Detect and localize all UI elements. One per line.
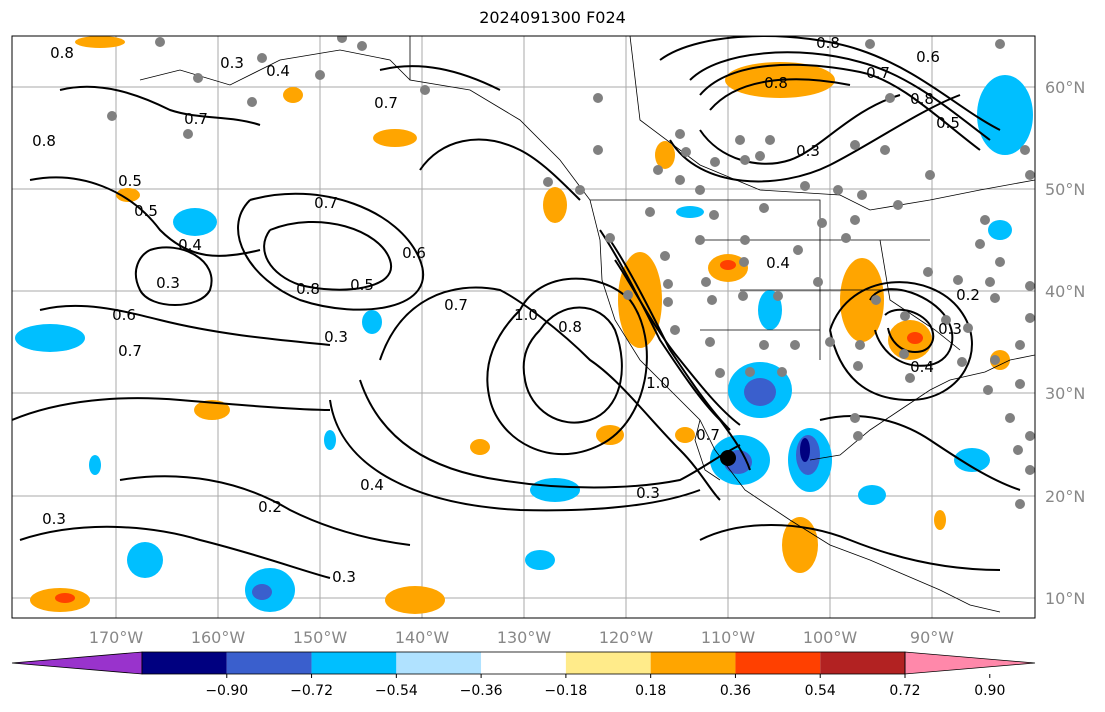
contour-label: 0.3 — [938, 320, 962, 338]
colorbar-segment — [565, 652, 651, 674]
colorbar: −0.90 −0.72 −0.54 −0.36 −0.18 0.18 0.36 0.54 0.7… — [11, 651, 1036, 699]
contour-label: 0.7 — [374, 94, 398, 112]
contour-label: 0.8 — [50, 44, 74, 62]
lon-tick-label: 170°W — [89, 628, 144, 647]
contour-label: 0.6 — [916, 48, 940, 66]
colorbar-segment — [820, 652, 905, 674]
contour-label: 0.7 — [696, 426, 720, 444]
lon-tick-label: 130°W — [497, 628, 552, 647]
contour-label: 0.5 — [936, 114, 960, 132]
low-center-marker — [720, 450, 736, 466]
lon-tick-label: 110°W — [701, 628, 756, 647]
contour-label: 0.3 — [796, 142, 820, 160]
colorbar-tick-label: −0.36 — [460, 683, 503, 699]
colorbar-extend-max — [904, 651, 1036, 675]
colorbar-tick-label: 0.90 — [974, 683, 1005, 699]
coastlines — [139, 36, 1035, 613]
latitude-ticks: 60°N 50°N 40°N 30°N 20°N 10°N — [1045, 78, 1085, 608]
contour-label: 0.3 — [156, 274, 180, 292]
colorbar-tick-label: 0.54 — [805, 683, 836, 699]
contour-label: 0.4 — [266, 62, 290, 80]
colorbar-segment — [735, 652, 821, 674]
contour-label: 0.3 — [42, 510, 66, 528]
lat-tick-label: 10°N — [1045, 589, 1085, 608]
contour-label: 0.6 — [112, 306, 136, 324]
lat-tick-label: 30°N — [1045, 384, 1085, 403]
lat-tick-label: 20°N — [1045, 487, 1085, 506]
contour-label: 0.7 — [314, 194, 338, 212]
lon-tick-label: 100°W — [803, 628, 858, 647]
contour-label: 0.5 — [350, 276, 374, 294]
contour-label: 0.4 — [360, 476, 384, 494]
colorbar-extend-min — [11, 651, 143, 675]
strong-positive-fills — [55, 260, 923, 603]
contour-lines — [12, 36, 1021, 579]
contour-label: 0.4 — [766, 254, 790, 272]
contour-label: 0.7 — [866, 64, 890, 82]
contour-label: 0.8 — [558, 318, 582, 336]
colorbar-segment — [650, 652, 736, 674]
station-markers — [107, 36, 1035, 509]
colorbar-tick-label: 0.18 — [635, 683, 666, 699]
contour-label: 0.3 — [324, 328, 348, 346]
contour-label: 0.8 — [816, 34, 840, 52]
contour-label: 1.0 — [646, 374, 670, 392]
contour-label: 0.7 — [444, 296, 468, 314]
lon-tick-label: 150°W — [293, 628, 348, 647]
contour-label: 0.7 — [118, 342, 142, 360]
colorbar-tick-label: −0.54 — [375, 683, 418, 699]
colorbar-tick-label: −0.72 — [290, 683, 333, 699]
longitude-ticks: 170°W 160°W 150°W 140°W 130°W 120°W 110°W 100°W… — [89, 628, 954, 647]
colorbar-segment — [142, 652, 227, 674]
contour-label: 0.4 — [910, 358, 934, 376]
contour-labels: 0.80.3 0.40.70.70.80.50.50.40.30.60.70.70… — [32, 34, 980, 586]
contour-label: 0.5 — [118, 172, 142, 190]
colorbar-tick-label: 0.72 — [889, 683, 920, 699]
lon-tick-label: 90°W — [910, 628, 954, 647]
contour-label: 0.3 — [220, 54, 244, 72]
contour-label: 0.3 — [332, 568, 356, 586]
contour-label: 0.4 — [178, 236, 202, 254]
map-frame — [11, 35, 1036, 619]
contour-label: 0.3 — [636, 484, 660, 502]
contour-label: 0.8 — [296, 280, 320, 298]
colorbar-tick-label: 0.36 — [720, 683, 751, 699]
contour-label: 0.2 — [956, 286, 980, 304]
colorbar-tick-label: −0.90 — [205, 683, 248, 699]
lat-tick-label: 60°N — [1045, 78, 1085, 97]
map-title: 2024091300 F024 — [479, 8, 626, 27]
lon-tick-label: 120°W — [599, 628, 654, 647]
colorbar-segment — [481, 652, 566, 674]
contour-label: 0.2 — [258, 498, 282, 516]
extreme-negative-fills — [800, 438, 810, 462]
contour-label: 0.8 — [764, 74, 788, 92]
colorbar-tick-label: −0.18 — [544, 683, 587, 699]
lat-tick-label: 40°N — [1045, 282, 1085, 301]
colorbar-segment — [396, 652, 482, 674]
colorbar-outline — [141, 651, 906, 675]
lon-tick-label: 160°W — [191, 628, 246, 647]
contour-label: 0.8 — [910, 90, 934, 108]
colorbar-segment — [311, 652, 397, 674]
lon-tick-label: 140°W — [395, 628, 450, 647]
lat-tick-label: 50°N — [1045, 180, 1085, 199]
contour-label: 1.0 — [514, 306, 538, 324]
contour-label: 0.7 — [184, 110, 208, 128]
contour-label: 0.5 — [134, 202, 158, 220]
contour-label: 0.8 — [32, 132, 56, 150]
contour-label: 0.6 — [402, 244, 426, 262]
colorbar-segment — [226, 652, 312, 674]
